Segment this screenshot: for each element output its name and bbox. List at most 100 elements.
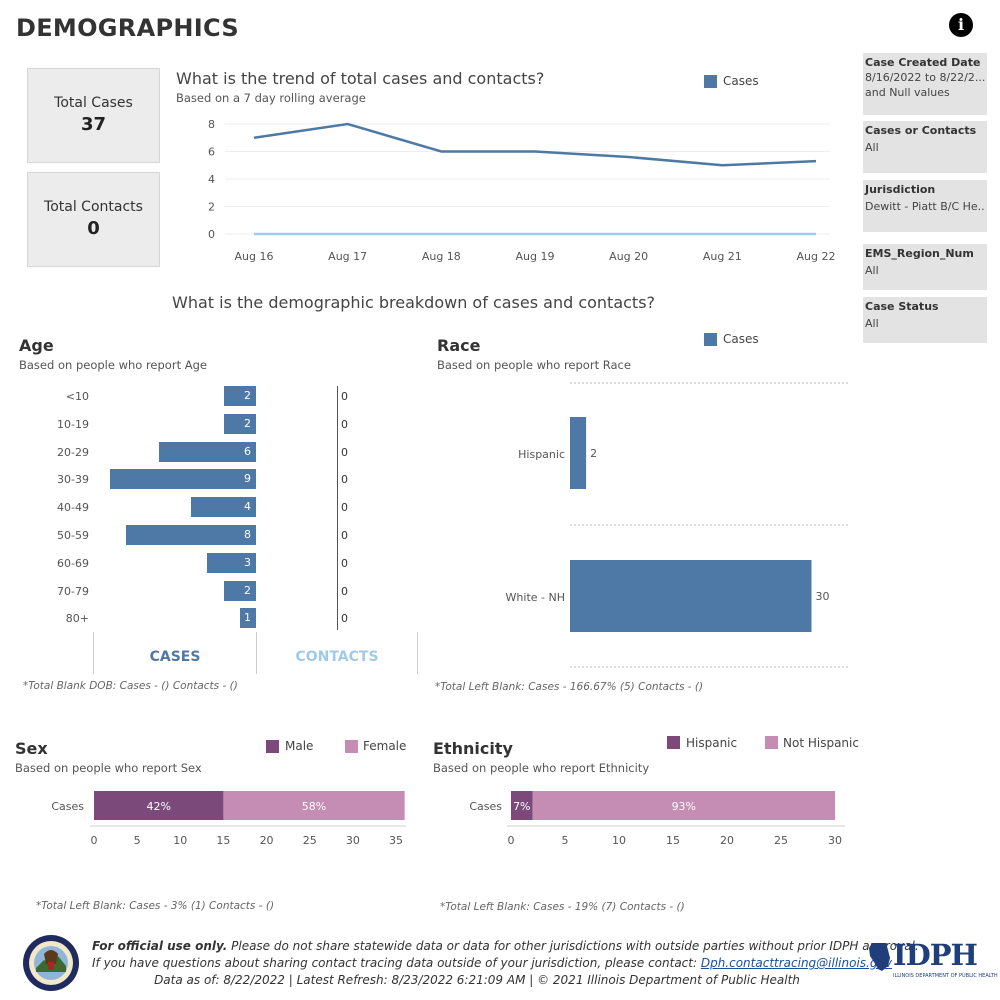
x-tick-label: 25 — [303, 834, 317, 847]
tab-divider — [417, 632, 418, 674]
y-tick-label: 4 — [208, 173, 215, 186]
trend-subtitle: Based on a 7 day rolling average — [176, 91, 366, 105]
filter-value: All — [865, 264, 879, 277]
x-tick-label: 20 — [260, 834, 274, 847]
age-category-label: 70-79 — [57, 584, 89, 598]
age-cases-bar[interactable]: 1 — [239, 608, 256, 629]
info-icon[interactable]: i — [949, 13, 973, 37]
age-contacts-value-label: 0 — [341, 612, 348, 626]
sex-note: *Total Left Blank: Cases - 3% (1) Contac… — [36, 900, 275, 912]
race-value-label: 2 — [590, 447, 597, 460]
sex-stacked-bar-chart: Cases 42% 58% 0 5 10 15 20 25 30 35 — [51, 791, 406, 847]
age-cases-bar[interactable]: 9 — [110, 469, 256, 490]
breakdown-title: What is the demographic breakdown of cas… — [172, 293, 656, 312]
ethnicity-title: Ethnicity — [433, 739, 513, 758]
x-tick-label: 20 — [720, 834, 734, 847]
filter-value: Dewitt - Piatt B/C He... — [865, 200, 985, 213]
x-tick-label: Aug 20 — [609, 250, 648, 263]
x-tick-label: 0 — [91, 834, 98, 847]
trend-series-line — [253, 122, 817, 167]
trend-line-chart: 0 2 4 6 8 Aug 16 Aug 17 Aug 18 Aug 19 Aug 20 Aug 2… — [208, 118, 836, 263]
x-tick-label: 25 — [774, 834, 788, 847]
idph-logo-text: IDPH — [893, 938, 978, 972]
age-category-label: 40-49 — [57, 501, 89, 515]
sex-legend-female-label: Female — [363, 739, 407, 753]
age-bar-chart: <10 2 0 10-19 2 0 20-29 6 0 30-39 9 0 40-49 4 0 50-59 8 0… — [0, 0, 348, 629]
age-cases-value-label: 2 — [243, 583, 251, 597]
idph-logo-subtext: ILLINOIS DEPARTMENT OF PUBLIC HEALTH — [893, 973, 998, 979]
tab-divider — [93, 632, 94, 674]
stacked-segment-label: 7% — [513, 800, 530, 813]
age-cases-value-label: 8 — [243, 528, 251, 541]
age-cases-bar[interactable]: 2 — [223, 413, 256, 434]
race-category-label: Hispanic — [518, 448, 565, 461]
filter-value: All — [865, 317, 879, 330]
age-cases-value-label: 3 — [243, 555, 251, 569]
filter-cases-or-contacts[interactable]: Cases or Contacts All — [863, 121, 987, 173]
stacked-segment — [94, 791, 224, 820]
y-tick-label: 8 — [208, 118, 215, 131]
age-contacts-value-label: 0 — [341, 584, 348, 598]
footer-line-3: Data as of: 8/22/2022 | Latest Refresh: … — [154, 973, 800, 987]
filter-value: 8/16/2022 to 8/22/2... — [865, 71, 985, 84]
stacked-segment-label: 93% — [672, 800, 696, 813]
x-tick-label: Aug 22 — [797, 250, 836, 263]
tab-contacts[interactable]: CONTACTS — [295, 649, 379, 665]
filter-case-status[interactable]: Case Status All — [863, 297, 987, 343]
race-value-label: 30 — [816, 590, 830, 603]
filter-jurisdiction[interactable]: Jurisdiction Dewitt - Piatt B/C He... — [863, 180, 987, 232]
footer-line-2: If you have questions about sharing cont… — [92, 956, 892, 970]
age-contacts-value-label: 0 — [341, 501, 348, 515]
contacts-axis-line — [337, 386, 338, 630]
race-subtitle: Based on people who report Race — [437, 358, 631, 372]
ethnicity-legend-not-hispanic-swatch — [765, 736, 778, 749]
age-category-label: <10 — [65, 390, 89, 403]
filter-label: Case Created Date — [865, 56, 981, 69]
age-cases-bar[interactable]: 2 — [223, 386, 256, 406]
sex-title: Sex — [15, 739, 48, 758]
x-tick-label: Aug 21 — [703, 250, 742, 263]
age-cases-value-label: 2 — [243, 416, 251, 430]
tab-cases[interactable]: CASES — [149, 649, 201, 665]
age-category-label: 50-59 — [57, 529, 89, 542]
footer-line-1: For official use only. Please do not sha… — [92, 939, 919, 953]
age-contacts-value-label: 0 — [341, 417, 348, 431]
sex-subtitle: Based on people who report Sex — [15, 761, 202, 775]
age-cases-value-label: 1 — [243, 611, 251, 625]
age-cases-value-label: 6 — [243, 444, 251, 458]
ethnicity-subtitle: Based on people who report Ethnicity — [433, 761, 650, 775]
ethnicity-note: *Total Left Blank: Cases - 19% (7) Conta… — [440, 901, 685, 913]
age-cases-bar[interactable]: 2 — [223, 580, 256, 601]
x-tick-label: Aug 16 — [235, 250, 274, 263]
age-contacts-value-label: 0 — [341, 445, 348, 459]
age-cases-value-label: 4 — [243, 500, 251, 514]
race-note: *Total Left Blank: Cases - 166.67% (5) C… — [435, 681, 704, 693]
age-contacts-value-label: 0 — [341, 529, 348, 542]
age-cases-bar[interactable]: 3 — [207, 552, 256, 573]
stacked-segment — [511, 791, 533, 820]
x-tick-label: 5 — [562, 834, 569, 847]
age-cases-bar[interactable]: 6 — [158, 441, 256, 462]
x-tick-label: 0 — [508, 834, 515, 847]
ethnicity-legend-not-hispanic-label: Not Hispanic — [783, 736, 859, 750]
x-tick-label: Aug 18 — [422, 250, 461, 263]
filter-label: Cases or Contacts — [865, 124, 977, 137]
age-contacts-value-label: 0 — [341, 473, 348, 487]
sex-legend-female-swatch — [345, 740, 358, 753]
illinois-state-shape-icon — [869, 943, 890, 971]
age-category-label: 60-69 — [57, 556, 89, 570]
filter-value-2: and Null values — [865, 86, 950, 99]
x-tick-label: Aug 19 — [516, 250, 555, 263]
age-cases-value-label: 9 — [243, 472, 251, 486]
age-cases-bar[interactable]: 4 — [191, 497, 256, 518]
filter-ems-region[interactable]: EMS_Region_Num All — [863, 244, 987, 290]
total-contacts-label: Total Contacts — [44, 199, 143, 215]
total-cases-label: Total Cases — [54, 95, 133, 111]
x-tick-label: 10 — [612, 834, 626, 847]
age-cases-bar[interactable]: 8 — [126, 525, 256, 545]
filter-label: Case Status — [865, 300, 939, 313]
y-tick-label: 6 — [208, 146, 215, 159]
contact-email-link[interactable]: Dph.contacttracing@illinois.gov — [700, 956, 892, 970]
x-tick-label: 35 — [389, 834, 403, 847]
filter-case-created-date[interactable]: Case Created Date 8/16/2022 to 8/22/2...… — [863, 53, 987, 115]
